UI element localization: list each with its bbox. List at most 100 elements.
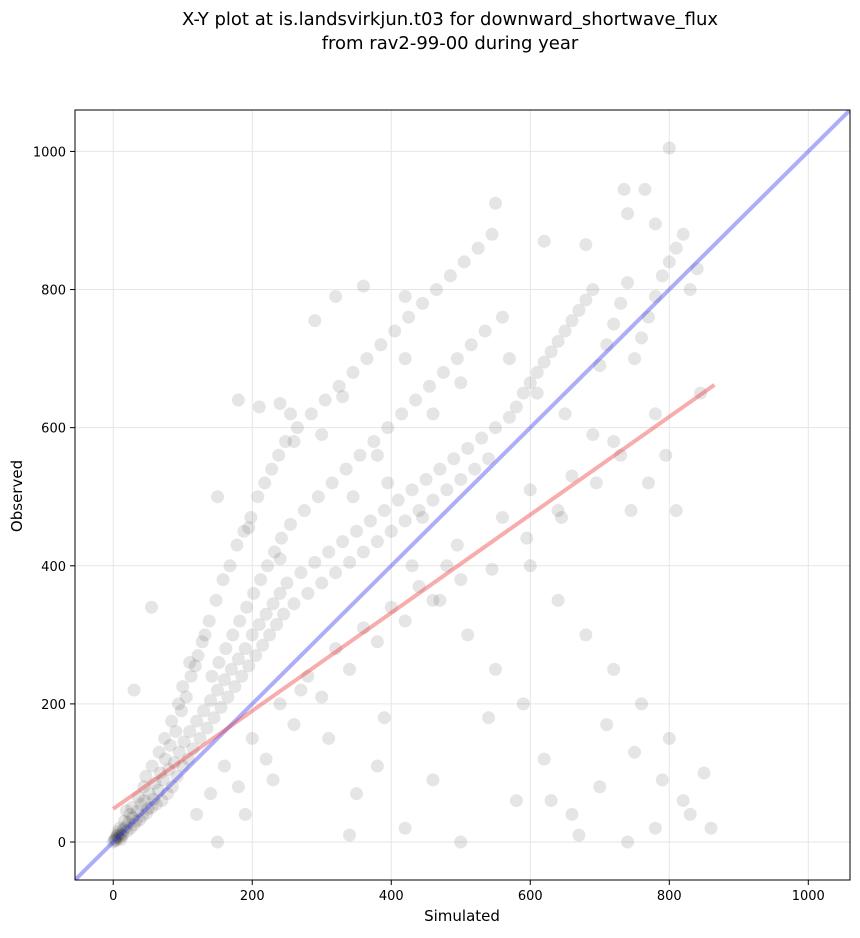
data-point — [216, 573, 230, 587]
data-point — [343, 555, 357, 569]
data-point — [221, 690, 235, 704]
data-point — [210, 490, 224, 504]
data-point — [426, 773, 440, 787]
data-point — [363, 514, 377, 528]
data-point — [147, 792, 161, 806]
data-point — [551, 334, 565, 348]
data-point — [204, 787, 218, 801]
data-point — [279, 434, 293, 448]
data-point — [482, 711, 496, 725]
data-point — [165, 780, 179, 794]
data-point — [617, 182, 631, 196]
data-point — [158, 752, 172, 766]
data-point — [478, 324, 492, 338]
data-point — [200, 721, 214, 735]
data-point — [158, 731, 172, 745]
data-point — [233, 614, 247, 628]
reference-lines — [75, 110, 850, 880]
data-point — [198, 628, 212, 642]
data-point — [544, 345, 558, 359]
data-point — [593, 780, 607, 794]
grid-lines — [75, 110, 850, 880]
data-point — [694, 386, 708, 400]
data-point — [558, 324, 572, 338]
data-point — [621, 207, 635, 221]
data-point — [169, 725, 183, 739]
data-point — [398, 821, 412, 835]
data-point — [426, 407, 440, 421]
data-point — [304, 407, 318, 421]
plot-frame — [74, 109, 851, 881]
data-point — [464, 338, 478, 352]
data-point — [311, 490, 325, 504]
x-tick-label: 1000 — [792, 889, 825, 904]
data-point — [179, 690, 193, 704]
one-to-one-line — [75, 110, 850, 880]
data-point — [419, 472, 433, 486]
data-point — [360, 352, 374, 366]
data-point — [523, 376, 537, 390]
data-point — [230, 538, 244, 552]
data-point — [485, 227, 499, 241]
data-point — [329, 289, 343, 303]
data-point — [195, 635, 209, 649]
data-point — [123, 807, 137, 821]
data-point — [186, 742, 200, 756]
data-point — [537, 234, 551, 248]
data-point — [108, 832, 122, 846]
data-point — [238, 807, 252, 821]
data-point — [579, 628, 593, 642]
data-point — [228, 680, 242, 694]
data-point — [109, 834, 123, 848]
data-point — [607, 662, 621, 676]
data-point — [370, 759, 384, 773]
data-point — [217, 759, 231, 773]
data-point — [273, 396, 287, 410]
data-point — [558, 407, 572, 421]
data-point — [209, 593, 223, 607]
data-point — [318, 393, 332, 407]
data-point — [600, 718, 614, 732]
data-point — [634, 697, 648, 711]
data-point — [356, 279, 370, 293]
data-point — [346, 365, 360, 379]
data-point — [266, 773, 280, 787]
data-point — [586, 283, 600, 297]
data-point — [238, 642, 252, 656]
data-point — [676, 794, 690, 808]
data-point — [641, 310, 655, 324]
data-point — [669, 504, 683, 518]
data-point — [638, 182, 652, 196]
data-point — [242, 659, 256, 673]
data-point — [144, 600, 158, 614]
data-point — [259, 607, 273, 621]
data-point — [273, 552, 287, 566]
data-point — [370, 535, 384, 549]
data-point — [662, 255, 676, 269]
data-point — [145, 759, 159, 773]
data-point — [374, 338, 388, 352]
data-point — [115, 829, 129, 843]
data-point — [482, 452, 496, 466]
data-point — [219, 642, 233, 656]
data-point — [436, 365, 450, 379]
data-point — [398, 514, 412, 528]
data-point — [283, 407, 297, 421]
data-point — [273, 697, 287, 711]
data-point — [440, 483, 454, 497]
data-point — [537, 355, 551, 369]
data-point — [495, 310, 509, 324]
data-point — [294, 566, 308, 580]
data-point — [683, 283, 697, 297]
y-tick-label: 1000 — [33, 145, 66, 160]
data-point — [231, 393, 245, 407]
data-point — [523, 483, 537, 497]
x-tick-label: 600 — [518, 889, 543, 904]
data-point — [274, 531, 288, 545]
data-point — [151, 783, 165, 797]
data-point — [409, 393, 423, 407]
data-point — [489, 421, 503, 435]
data-point — [217, 673, 231, 687]
